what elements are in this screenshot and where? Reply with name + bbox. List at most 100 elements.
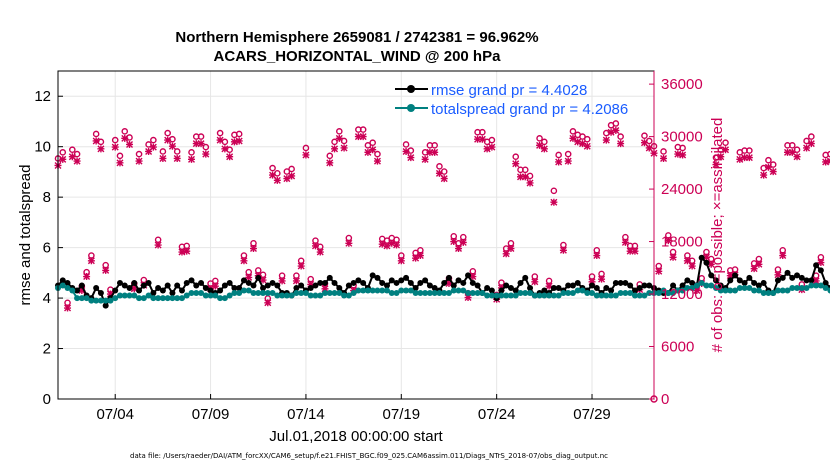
rmse-point — [345, 282, 352, 289]
x-tick-label: 07/04 — [96, 406, 134, 423]
obs-assimilated-point — [445, 280, 453, 288]
obs-assimilated-point — [516, 173, 524, 181]
obs-possible-point — [536, 135, 543, 142]
totalspread-point — [217, 295, 224, 302]
totalspread-point — [183, 292, 190, 299]
totalspread-point — [374, 287, 381, 294]
totalspread-point — [488, 292, 495, 299]
obs-assimilated-point — [340, 144, 348, 152]
rmse-point — [469, 279, 476, 286]
totalspread-point — [293, 290, 300, 297]
x-tick-label: 07/14 — [287, 406, 325, 423]
obs-assimilated-point — [316, 248, 324, 256]
obs-possible-point — [760, 164, 767, 172]
obs-assimilated-point — [531, 278, 539, 286]
totalspread-point — [250, 290, 257, 297]
totalspread-point — [760, 290, 767, 297]
obs-assimilated-point — [803, 144, 811, 152]
obs-assimilated-point — [297, 262, 305, 270]
totalspread-point — [202, 292, 209, 299]
y-right-tick-label: 36000 — [661, 76, 703, 93]
legend-spread-marker — [407, 104, 415, 112]
rmse-point — [798, 274, 805, 281]
totalspread-point — [116, 292, 123, 299]
obs-possible-point — [92, 130, 100, 138]
rmse-point — [145, 279, 152, 286]
totalspread-point — [407, 287, 414, 294]
rmse-point — [746, 274, 753, 281]
rmse-point — [455, 277, 462, 284]
obs-assimilated-point — [502, 250, 510, 258]
obs-assimilated-point — [235, 137, 243, 145]
totalspread-point — [636, 292, 643, 299]
obs-possible-point — [326, 152, 334, 160]
rmse-point — [178, 287, 185, 294]
obs-possible-point — [173, 148, 181, 155]
rmse-point — [226, 279, 233, 286]
obs-assimilated-point — [583, 142, 591, 150]
obs-assimilated-point — [92, 137, 100, 145]
rmse-point — [369, 272, 376, 279]
rmse-point — [374, 274, 381, 281]
totalspread-point — [64, 284, 71, 291]
rmse-point — [97, 290, 104, 297]
totalspread-point — [264, 290, 271, 297]
obs-assimilated-point — [559, 246, 567, 254]
totalspread-point — [445, 290, 452, 297]
totalspread-point — [455, 287, 462, 294]
totalspread-point — [684, 284, 691, 291]
rmse-point — [383, 282, 390, 289]
rmse-point — [698, 254, 705, 261]
obs-assimilated-point — [421, 155, 429, 163]
obs-assimilated-point — [154, 241, 162, 249]
rmse-point — [717, 282, 724, 289]
totalspread-point — [665, 290, 672, 297]
totalspread-point — [207, 292, 214, 299]
totalspread-point — [503, 292, 510, 299]
rmse-point — [684, 277, 691, 284]
rmse-point — [441, 279, 448, 286]
obs-assimilated-point — [640, 139, 648, 147]
rmse-point — [140, 282, 147, 289]
totalspread-point — [164, 295, 171, 302]
obs-assimilated-point — [83, 273, 91, 281]
obs-possible-point — [479, 128, 486, 136]
rmse-point — [755, 282, 762, 289]
obs-assimilated-point — [569, 134, 577, 142]
totalspread-point — [732, 287, 739, 294]
obs-assimilated-point — [626, 247, 634, 255]
obs-assimilated-point — [631, 247, 639, 255]
totalspread-point — [245, 287, 252, 294]
rmse-point — [293, 284, 300, 291]
obs-assimilated-point — [464, 294, 472, 302]
totalspread-point — [741, 284, 748, 291]
rmse-point — [298, 282, 305, 289]
totalspread-point — [388, 290, 395, 297]
obs-assimilated-point — [216, 136, 224, 144]
obs-possible-point — [583, 135, 591, 143]
rmse-point — [264, 282, 271, 289]
totalspread-point — [698, 279, 705, 286]
obs-possible-point — [617, 133, 624, 140]
obs-possible-point — [722, 139, 729, 147]
obs-assimilated-point — [302, 151, 310, 159]
rmse-point — [460, 279, 467, 286]
totalspread-point — [460, 287, 467, 294]
rmse-point — [541, 287, 548, 294]
totalspread-point — [803, 284, 810, 291]
obs-possible-point — [431, 142, 438, 149]
rmse-point — [307, 284, 314, 291]
rmse-point — [779, 274, 786, 281]
obs-assimilated-point — [407, 154, 415, 162]
totalspread-point — [169, 295, 176, 302]
obs-assimilated-point — [593, 252, 601, 260]
totalspread-point — [779, 287, 786, 294]
totalspread-point — [231, 290, 238, 297]
totalspread-point — [431, 290, 438, 297]
obs-possible-point — [564, 150, 572, 158]
rmse-point — [174, 282, 181, 289]
obs-possible-point — [288, 165, 295, 173]
obs-assimilated-point — [469, 273, 477, 281]
totalspread-point — [522, 290, 529, 297]
rmse-point — [741, 279, 748, 286]
